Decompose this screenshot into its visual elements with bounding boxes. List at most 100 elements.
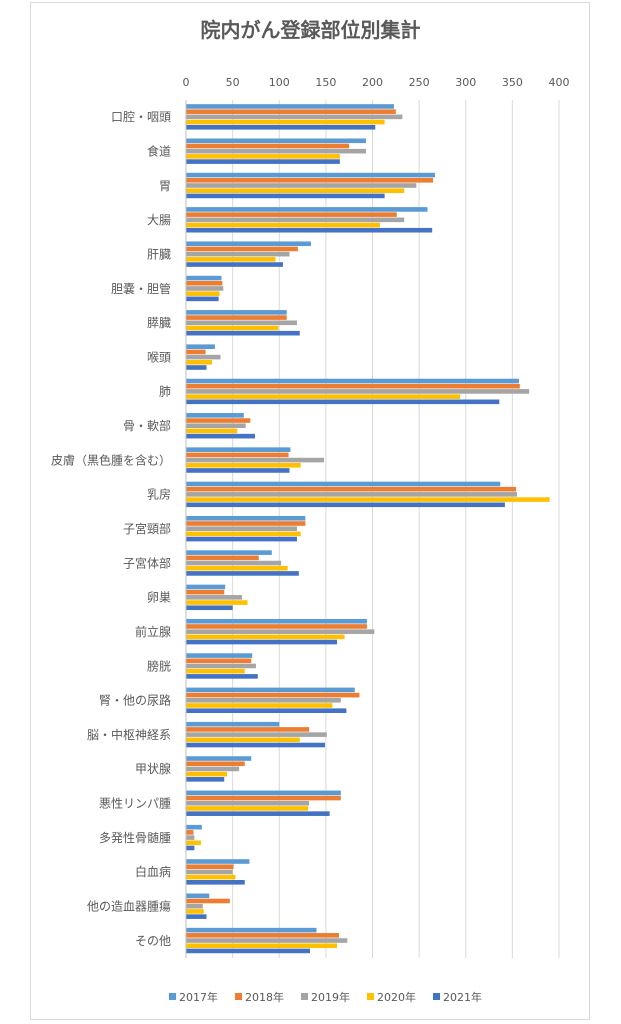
bar xyxy=(186,721,280,727)
bar xyxy=(186,227,433,233)
category-label: 骨・軟部 xyxy=(123,418,171,433)
bar xyxy=(186,742,325,748)
bar xyxy=(186,880,245,885)
bar xyxy=(186,938,348,943)
bar xyxy=(186,692,360,698)
bar xyxy=(186,698,341,703)
bar xyxy=(186,864,234,869)
bar xyxy=(186,251,290,257)
bar xyxy=(186,600,248,605)
category-label: 子宮頸部 xyxy=(123,521,171,536)
bar xyxy=(186,806,309,811)
bar xyxy=(186,291,220,296)
bar xyxy=(186,280,223,286)
bar xyxy=(186,330,300,336)
bar xyxy=(186,383,520,389)
bar xyxy=(186,737,300,743)
bar xyxy=(186,555,259,561)
bar xyxy=(186,433,256,439)
bar xyxy=(186,927,317,933)
bar xyxy=(186,457,325,463)
bar xyxy=(186,325,279,331)
category-label: 肺 xyxy=(159,385,171,399)
bar xyxy=(186,629,375,634)
bar xyxy=(186,560,282,566)
x-tick-label: 300 xyxy=(455,76,476,89)
bar xyxy=(186,114,403,120)
bar xyxy=(186,674,258,679)
bar xyxy=(186,222,380,228)
bar xyxy=(186,795,341,801)
bar xyxy=(186,344,215,349)
bar xyxy=(186,893,210,899)
bar xyxy=(186,119,385,125)
category-label: 喉頭 xyxy=(147,350,171,364)
bar xyxy=(186,124,376,130)
bar xyxy=(186,492,518,497)
bar xyxy=(186,154,340,159)
category-label: 甲状腺 xyxy=(135,762,171,776)
bar xyxy=(186,399,500,405)
bar xyxy=(186,653,253,658)
x-tick-label: 0 xyxy=(183,76,190,89)
category-label: 肝臓 xyxy=(147,247,171,261)
category-label: 口腔・咽頭 xyxy=(111,109,171,124)
bar xyxy=(186,835,195,840)
legend-label: 2019年 xyxy=(311,990,350,1004)
bar xyxy=(186,624,367,629)
bar xyxy=(186,413,244,418)
bar xyxy=(186,262,283,267)
bar xyxy=(186,708,347,713)
bar xyxy=(186,447,291,452)
legend-label: 2021年 xyxy=(443,990,482,1004)
bar xyxy=(186,241,311,247)
legend-swatch xyxy=(169,993,176,1000)
x-tick-label: 200 xyxy=(362,76,383,89)
bar xyxy=(186,360,213,365)
bar xyxy=(186,104,394,109)
bar xyxy=(186,948,311,954)
bar xyxy=(186,389,530,394)
bar xyxy=(186,183,417,188)
bar xyxy=(186,898,230,904)
bar xyxy=(186,354,221,360)
category-label: 膀胱 xyxy=(147,658,171,673)
bar xyxy=(186,914,207,919)
bar xyxy=(186,663,256,669)
legend-swatch xyxy=(301,993,308,1000)
bar xyxy=(186,909,204,914)
category-label: その他 xyxy=(135,934,171,948)
category-label: 大腸 xyxy=(147,213,171,227)
bar xyxy=(186,777,225,782)
bar xyxy=(186,296,219,302)
bar xyxy=(186,571,299,576)
bar xyxy=(186,462,301,468)
bar xyxy=(186,933,339,938)
bar xyxy=(186,869,233,875)
bar xyxy=(186,178,434,183)
bar xyxy=(186,531,301,537)
bar xyxy=(186,595,242,600)
bar xyxy=(186,830,194,835)
bar xyxy=(186,257,276,262)
x-tick-label: 250 xyxy=(409,76,430,89)
bar xyxy=(186,148,366,154)
bar xyxy=(186,193,385,199)
bar xyxy=(186,589,225,595)
chart-title: 院内がん登録部位別集計 xyxy=(200,18,421,42)
bar xyxy=(186,109,396,114)
category-label: 胆嚢・胆管 xyxy=(111,281,171,296)
bar xyxy=(186,394,461,399)
bar xyxy=(186,811,330,816)
bar xyxy=(186,756,252,761)
bar xyxy=(186,840,201,846)
bar xyxy=(186,859,250,864)
bar xyxy=(186,188,405,193)
legend-label: 2018年 xyxy=(245,990,284,1004)
legend-swatch xyxy=(433,993,440,1000)
bar xyxy=(186,618,367,624)
bar xyxy=(186,143,350,149)
bar xyxy=(186,800,310,806)
x-tick-label: 100 xyxy=(269,76,290,89)
bar xyxy=(186,521,306,526)
